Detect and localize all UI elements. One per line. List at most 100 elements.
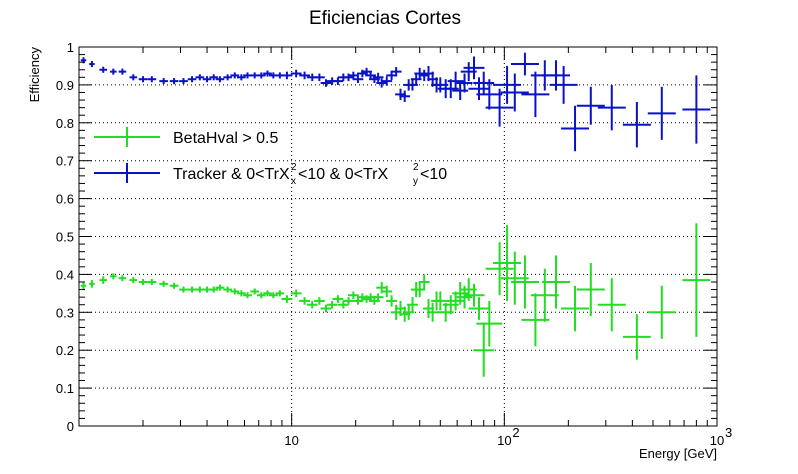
data-point: [510, 52, 539, 76]
x-tick-label: 10: [497, 433, 511, 448]
data-point: [576, 86, 605, 125]
data-point: [306, 300, 318, 309]
data-point: [320, 304, 332, 313]
data-point: [381, 76, 393, 86]
data-point: [138, 76, 148, 83]
data-point: [597, 84, 626, 131]
chart-title: Eficiencias Cortes: [309, 8, 461, 29]
data-point: [326, 300, 338, 309]
data-point: [561, 105, 590, 152]
data-point: [386, 295, 397, 307]
data-point: [493, 225, 522, 301]
data-point: [256, 292, 266, 299]
data-point: [237, 290, 246, 297]
legend-tracker-sup1: 2: [291, 162, 297, 173]
data-point: [129, 277, 138, 284]
data-point: [147, 278, 157, 286]
data-point: [432, 291, 449, 311]
data-point: [468, 77, 490, 101]
data-point: [381, 285, 393, 298]
data-point: [407, 297, 418, 313]
data-point: [314, 73, 325, 82]
data-point: [647, 285, 676, 339]
y-tick-label: 0: [67, 419, 74, 434]
legend-tracker-part3: <10: [420, 166, 447, 183]
y-tick-label: 0.8: [56, 116, 74, 131]
data-point: [215, 284, 225, 291]
data-point: [110, 68, 117, 75]
data-point: [682, 75, 711, 144]
data-point: [332, 295, 344, 303]
legend-label-tracker: Tracker & 0<TrX: [173, 166, 290, 183]
x-tick-exponent: 2: [512, 425, 519, 440]
data-point: [159, 78, 168, 85]
legend-tracker-sub1: x: [291, 176, 296, 187]
data-point: [110, 273, 117, 280]
data-point: [230, 72, 240, 79]
data-point: [159, 280, 168, 287]
data-point: [372, 293, 384, 301]
data-point: [99, 276, 108, 284]
y-tick-label: 0.3: [56, 305, 74, 320]
data-point: [299, 71, 310, 80]
data-point: [187, 286, 197, 293]
data-point: [299, 297, 310, 305]
data-point: [473, 323, 495, 377]
data-point: [485, 242, 514, 296]
data-point: [463, 56, 485, 80]
data-point: [195, 74, 205, 81]
y-tick-label: 0.4: [56, 267, 74, 282]
data-series: [80, 52, 711, 377]
y-tick-label: 0.7: [56, 154, 74, 169]
legend-tracker-part2: <10 & 0<TrX: [298, 166, 388, 183]
data-point: [347, 291, 359, 300]
data-point: [485, 88, 514, 127]
x-tick-label: 10: [284, 433, 298, 448]
legend-tracker-sub2: y: [413, 176, 418, 187]
data-point: [510, 255, 539, 309]
data-point: [561, 285, 590, 332]
data-point: [427, 302, 438, 322]
data-point: [209, 286, 219, 293]
data-point: [549, 65, 578, 104]
data-point: [347, 71, 359, 80]
data-point: [202, 76, 212, 83]
data-point: [622, 101, 651, 148]
data-point: [281, 295, 293, 303]
x-axis-label: Energy [GeV]: [639, 446, 717, 461]
data-point: [89, 61, 95, 68]
data-point: [463, 283, 485, 307]
data-point: [622, 314, 651, 360]
data-point: [223, 74, 232, 81]
data-point: [530, 268, 559, 322]
data-point: [682, 223, 711, 337]
data-point: [576, 263, 605, 317]
data-point: [476, 300, 503, 347]
data-point: [80, 281, 87, 290]
data-point: [147, 76, 157, 83]
data-point: [500, 73, 529, 112]
data-point: [399, 90, 411, 102]
data-point: [372, 72, 384, 82]
y-axis-label: Efficiency: [27, 47, 42, 103]
y-tick-label: 0.5: [56, 230, 74, 245]
y-tick-label: 0.6: [56, 192, 74, 207]
data-point: [243, 292, 252, 299]
data-point: [542, 60, 571, 91]
x-tick-label: 10: [710, 433, 724, 448]
data-point: [129, 74, 138, 81]
data-point: [476, 79, 503, 110]
data-point: [230, 288, 240, 295]
data-point: [118, 275, 127, 282]
data-point: [89, 280, 95, 288]
data-point: [456, 73, 473, 93]
legend: BetaHval > 0.5 Tracker & 0<TrX 2 x <10 &…: [94, 127, 447, 187]
data-point: [179, 286, 188, 293]
data-point: [187, 76, 197, 83]
data-point: [223, 286, 232, 293]
data-point: [290, 69, 302, 78]
series-1: [80, 52, 711, 152]
data-point: [99, 66, 108, 73]
data-point: [118, 68, 127, 75]
